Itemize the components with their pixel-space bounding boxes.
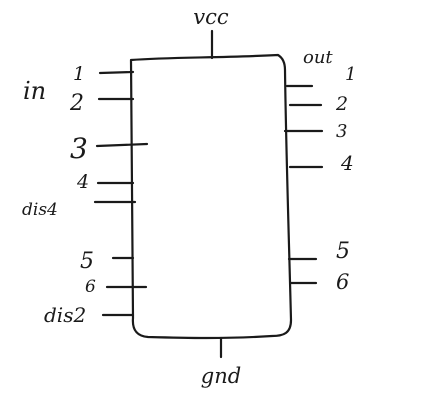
in-label: in	[23, 77, 46, 105]
vcc-label: vcc	[193, 5, 229, 29]
left-pin-4-label: 4	[76, 171, 89, 193]
left-pin-3	[95, 142, 149, 148]
left-pin-2-label: 2	[69, 91, 84, 116]
left-pin-6-label: 6	[85, 277, 96, 297]
left-pin-1	[98, 70, 135, 75]
right-pin-3-label: 3	[336, 121, 347, 142]
dis4-label: dis4	[22, 200, 58, 220]
left-pin-1-label: 1	[73, 63, 85, 85]
chip-body	[129, 53, 293, 340]
right-pin-5-label: 5	[336, 239, 350, 264]
right-pin-6-label: 6	[336, 270, 349, 294]
right-pin-4-label: 4	[340, 151, 354, 175]
right-pin-1-label: 1	[345, 64, 356, 85]
dis2-label: dis2	[44, 303, 86, 327]
gnd-label: gnd	[201, 364, 241, 388]
left-pin-3-label: 3	[70, 132, 88, 165]
right-pin-2-label: 2	[335, 93, 348, 115]
out-label: out	[303, 47, 333, 68]
left-pin-5-label: 5	[80, 249, 94, 274]
